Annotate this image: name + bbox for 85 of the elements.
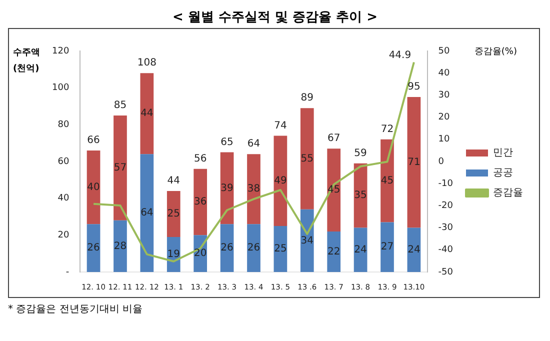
y2-tick-label: 40 [438,68,450,78]
data-label: 44 [140,108,154,120]
data-label: 26 [220,242,234,254]
bar [140,154,154,272]
text: * 증감율은 전년동기대비 비율 [8,303,144,316]
bar [114,115,127,220]
y2-tick-label: 20 [438,112,450,123]
y-tick-label: 120 [52,46,70,56]
total-label: 67 [327,133,340,144]
data-label: 49 [274,175,287,186]
bar [247,224,260,272]
data-label: 38 [247,184,260,195]
bar [247,154,260,224]
bar [274,226,288,272]
total-label: 44 [167,176,180,187]
data-label: 57 [114,162,127,174]
data-label: 24 [408,244,420,256]
y2-tick-label: -20 [438,201,454,212]
y2-axis-title: 증감율(%) [474,46,517,58]
y2-tick-label: 30 [438,90,450,101]
y2-tick-label: -50 [438,267,454,278]
total-label: 59 [354,148,367,159]
data-label: 34 [300,235,314,246]
data-label: 55 [300,153,314,164]
data-label: 71 [408,157,420,168]
bar [327,148,341,232]
total-label: 72 [380,124,394,135]
bar [407,97,421,228]
y-axis-title: 수주액 (천억) [13,47,40,76]
y-tick-label: - [66,267,70,278]
total-label: 108 [137,58,156,69]
bar [140,73,154,154]
data-label: 20 [194,248,207,260]
data-label: 26 [87,242,100,254]
data-label: 26 [247,242,260,254]
total-label: 85 [114,100,127,112]
bar [380,139,394,222]
data-label: 28 [114,240,127,252]
data-label: 24 [354,244,367,256]
bar [86,150,100,224]
chart-title: < 월별 수주실적 및 증감율 추이 > [172,9,378,27]
bar [86,224,100,272]
y2-tick-label: -30 [438,223,454,234]
bar [380,222,394,272]
y2-tick-label: -40 [438,245,454,256]
legend-label: 공공 [493,168,513,179]
data-label: 39 [220,182,234,194]
y2-tick-label: 50 [438,46,450,56]
data-label: 25 [167,208,180,220]
total-label: 56 [194,153,207,164]
data-label: 64 [140,208,154,219]
total-label: 66 [87,135,100,146]
data-label: 45 [380,175,394,186]
total-label: 95 [408,82,420,93]
data-label: 27 [380,242,394,253]
legend-label: 민간 [493,148,513,159]
bar [274,136,288,226]
y-tick-label: 100 [52,83,70,94]
bar [114,220,127,272]
data-label: 40 [87,182,100,193]
legend-label: 증감율 [493,188,523,199]
y-tick-label: 80 [58,120,70,130]
total-label: 89 [300,92,314,104]
bar [354,228,368,272]
total-label: 74 [274,120,287,132]
y-tick-label: 20 [58,230,70,241]
y-tick-label: 40 [58,194,70,204]
total-label: 65 [220,136,234,148]
bar [166,190,180,238]
bar [194,168,208,236]
bar [327,231,341,272]
y2-tick-label: 0 [438,156,444,167]
bar [300,108,314,210]
data-label: 22 [327,246,340,258]
y2-tick-label: -10 [438,178,454,189]
y2-tick-label: 10 [438,134,450,145]
bar [220,224,234,272]
total-label: 64 [247,138,260,150]
bar [407,228,421,272]
data-label: 35 [354,190,367,202]
data-label: 36 [194,196,207,208]
y-tick-label: 60 [58,156,70,167]
data-label: 25 [274,244,287,255]
data-label: 19 [167,249,180,260]
data-label: 44.9 [388,50,412,61]
